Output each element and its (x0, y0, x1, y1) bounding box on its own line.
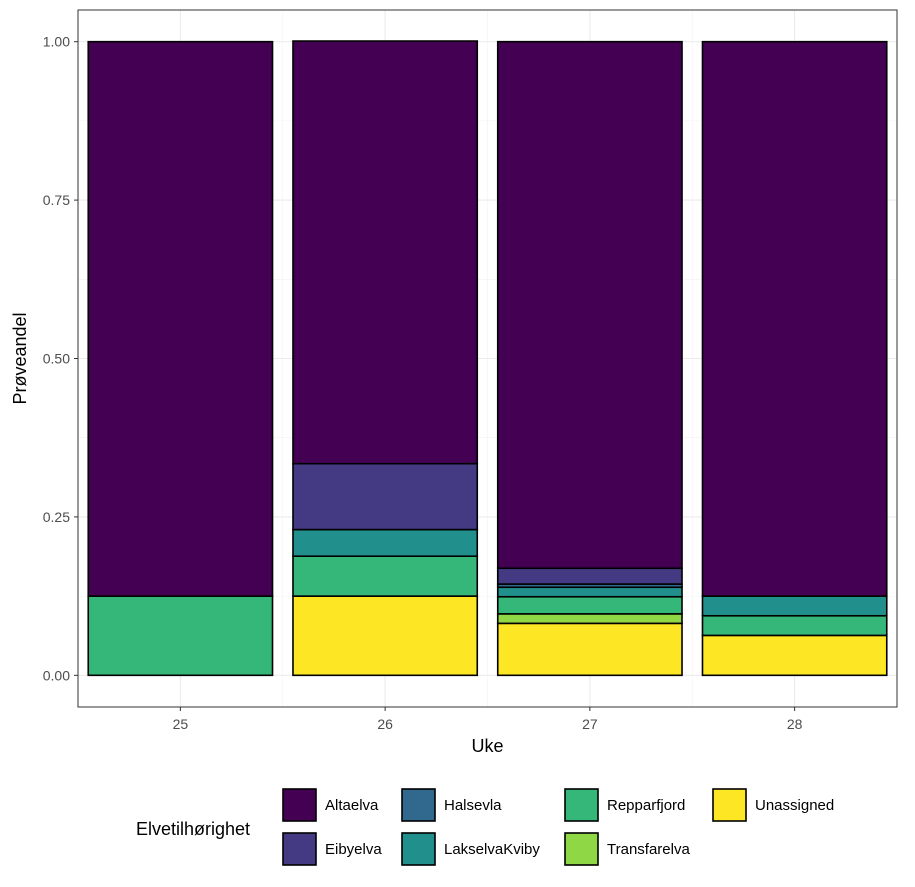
x-tick-label: 26 (377, 716, 393, 732)
bar-segment-unassigned-27 (496, 622, 683, 677)
legend-label-unassigned: Unassigned (755, 797, 834, 814)
bar-segment-transfarelva-27 (496, 613, 683, 625)
bar-segment-repparfjord-27 (496, 595, 683, 615)
legend-label-altaelva: Altaelva (325, 797, 379, 814)
x-tick-label: 27 (582, 716, 598, 732)
bar-segment-altaelva-27 (496, 40, 683, 570)
legend-key-unassigned (712, 788, 747, 822)
bar-segment-altaelva-26 (292, 40, 479, 465)
y-tick-label: 1.00 (43, 34, 70, 50)
legend-key-halsevla (401, 788, 436, 822)
bar-segment-lakselvakviby-28 (701, 595, 888, 617)
legend-label-lakselvakviby: LakselvaKviby (444, 841, 540, 858)
legend-key-repparfjord (564, 788, 599, 822)
bar-segment-eibyelva-26 (292, 462, 479, 531)
legend-key-eibyelva (282, 832, 317, 866)
x-axis: 25 26 27 28 (173, 707, 803, 732)
bar-segment-repparfjord-28 (701, 614, 888, 637)
legend-key-transfarelva (564, 832, 599, 866)
bar-segment-altaelva-25 (87, 40, 274, 597)
y-tick-label: 0.50 (43, 351, 70, 367)
legend: Elvetilhørighet Altaelva Eibyelva Halsevla… (136, 788, 834, 866)
bar-segment-eibyelva-27 (496, 567, 683, 585)
legend-key-lakselvakviby (401, 832, 436, 866)
y-tick-label: 0.75 (43, 192, 70, 208)
legend-key-altaelva (282, 788, 317, 822)
y-axis-title: Prøveandel (10, 312, 30, 404)
bar-segment-lakselvakviby-26 (292, 528, 479, 557)
bar-segment-repparfjord-25 (87, 595, 274, 677)
bar-segment-unassigned-26 (292, 595, 479, 677)
legend-label-halsevla: Halsevla (444, 797, 502, 814)
bars (87, 40, 888, 677)
legend-label-repparfjord: Repparfjord (607, 797, 685, 814)
bar-segment-lakselvakviby-27 (496, 586, 683, 598)
legend-label-transfarelva: Transfarelva (607, 841, 690, 858)
y-axis: 0.00 0.25 0.50 0.75 1.00 (43, 34, 78, 683)
bar-segment-repparfjord-26 (292, 555, 479, 597)
y-tick-label: 0.00 (43, 667, 70, 683)
x-tick-label: 28 (787, 716, 803, 732)
bar-segment-altaelva-28 (701, 40, 888, 597)
bar-segment-unassigned-28 (701, 634, 888, 677)
legend-title: Elvetilhørighet (136, 819, 250, 839)
x-axis-title: Uke (471, 736, 503, 756)
x-tick-label: 25 (173, 716, 189, 732)
y-tick-label: 0.25 (43, 509, 70, 525)
legend-label-eibyelva: Eibyelva (325, 841, 382, 858)
